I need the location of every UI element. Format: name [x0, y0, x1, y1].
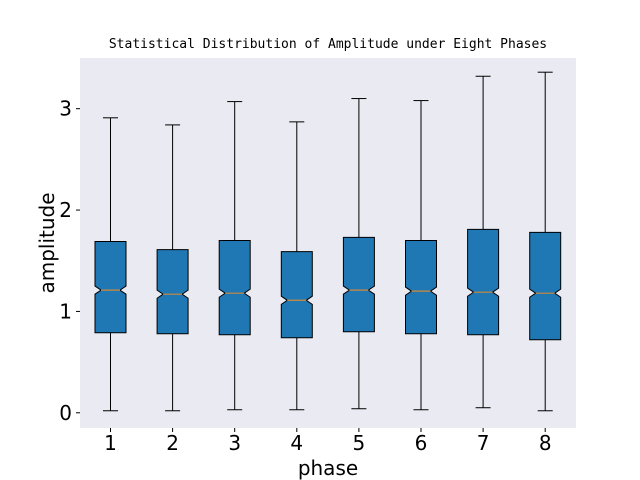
box-phase-6	[405, 100, 437, 411]
y-tick-label: 3	[59, 97, 72, 121]
x-tick-label: 4	[290, 431, 303, 455]
box-phase-2	[156, 124, 189, 412]
x-axis-label: phase	[298, 456, 358, 480]
box-body	[218, 239, 251, 336]
y-axis: 0 1 2 3	[59, 97, 80, 425]
box-body	[529, 231, 562, 341]
box-phase-3	[218, 101, 251, 411]
box-body	[94, 240, 127, 334]
box-body	[280, 251, 313, 339]
boxes-group	[94, 71, 562, 412]
y-tick-label: 2	[59, 198, 72, 222]
box-phase-8	[529, 71, 562, 412]
y-tick-label: 0	[59, 401, 72, 425]
x-tick-label: 6	[415, 431, 428, 455]
plot-area	[80, 58, 576, 428]
box-body	[405, 239, 437, 335]
x-tick-label: 7	[477, 431, 490, 455]
y-tick-label: 1	[59, 299, 72, 323]
y-axis-label: amplitude	[35, 192, 59, 293]
box-body	[342, 236, 375, 333]
box-phase-4	[280, 121, 313, 411]
x-tick-label: 2	[166, 431, 179, 455]
x-tick-label: 3	[228, 431, 241, 455]
box-body	[156, 249, 189, 335]
x-tick-label: 1	[104, 431, 117, 455]
box-phase-7	[467, 75, 500, 409]
x-tick-label: 5	[353, 431, 366, 455]
x-axis: 1 2 3 4 5 6 7 8	[104, 428, 552, 455]
box-phase-1	[94, 117, 127, 412]
x-tick-label: 8	[539, 431, 552, 455]
box-body	[467, 228, 500, 336]
chart-title: Statistical Distribution of Amplitude un…	[109, 37, 547, 52]
box-phase-5	[342, 98, 375, 410]
